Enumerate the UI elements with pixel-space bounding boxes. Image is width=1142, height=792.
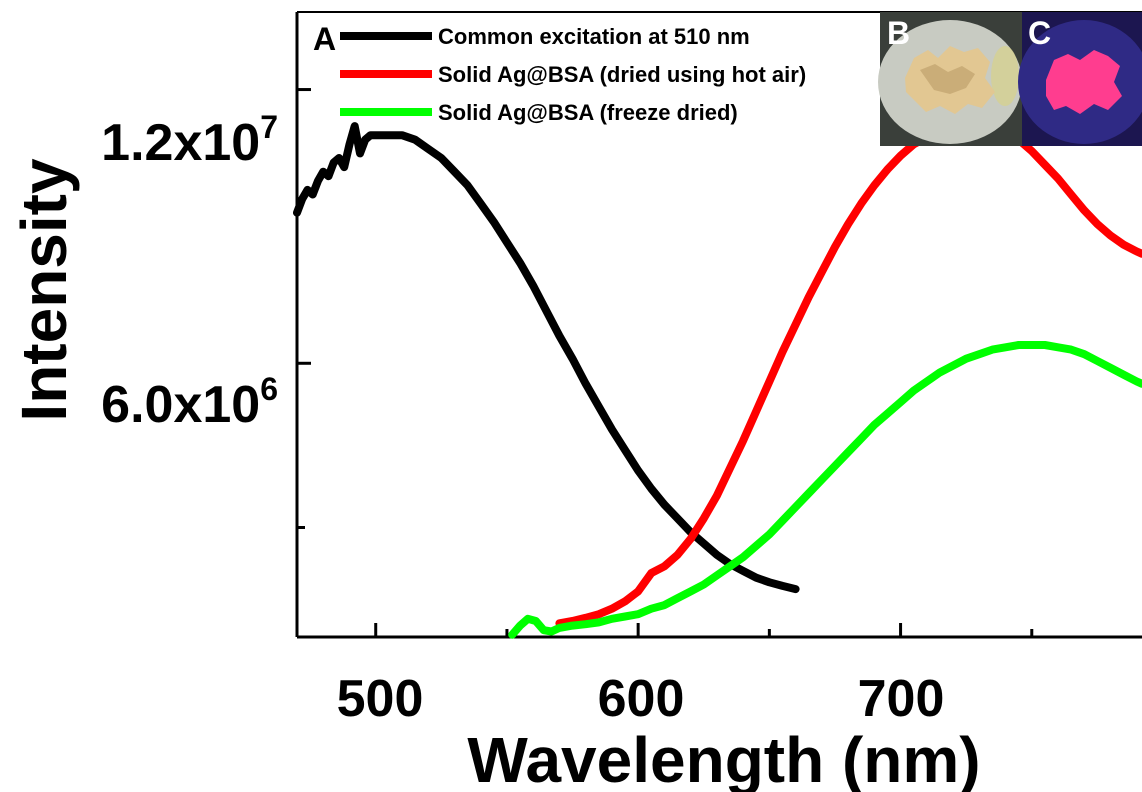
- x-tick-label-600: 600: [598, 670, 685, 728]
- y-axis-title: Intensity: [8, 158, 80, 422]
- series-group: [293, 119, 1142, 639]
- legend: A Common excitation at 510 nm Solid Ag@B…: [313, 21, 806, 125]
- x-axis-title: Wavelength (nm): [467, 724, 980, 792]
- panel-letter-c: C: [1028, 15, 1051, 51]
- series-line-hot-air: [555, 119, 1142, 628]
- x-tick-label-group: 500 600 700: [337, 670, 945, 728]
- y-tick-label-6e6: 6.0x106: [101, 371, 278, 434]
- panel-letter-b: B: [887, 15, 910, 51]
- panel-letter-a: A: [313, 21, 336, 57]
- y-tick-label-group: 6.0x106 1.2x107: [101, 109, 278, 434]
- photo-c-fluorescent-sample: [1046, 50, 1122, 114]
- x-tick-label-700: 700: [858, 670, 945, 728]
- x-tick-label-500: 500: [337, 670, 424, 728]
- legend-label-excitation: Common excitation at 510 nm: [438, 24, 750, 49]
- legend-label-hot-air: Solid Ag@BSA (dried using hot air): [438, 62, 806, 87]
- inset-photo-b: B: [878, 12, 1022, 146]
- photo-b-powder-shadow: [920, 64, 975, 94]
- y-ticks: [297, 88, 311, 530]
- series-line-freeze-dried: [508, 341, 1142, 639]
- y-tick-label-1.2e7: 1.2x107: [101, 109, 278, 172]
- legend-label-freeze-dried: Solid Ag@BSA (freeze dried): [438, 100, 738, 125]
- inset-photo-c: C: [1018, 12, 1142, 146]
- x-ticks: [374, 623, 1034, 637]
- photo-b-reflection: [991, 46, 1019, 106]
